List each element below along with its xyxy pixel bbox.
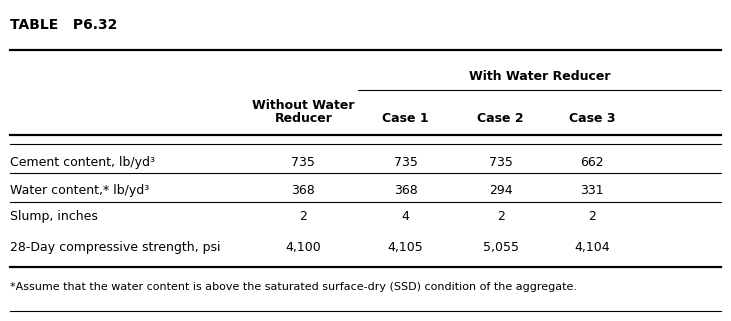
Text: 4: 4	[402, 210, 409, 223]
Text: 2: 2	[588, 210, 596, 223]
Text: Water content,* lb/yd³: Water content,* lb/yd³	[10, 185, 148, 197]
Text: 5,055: 5,055	[482, 241, 519, 254]
Text: 331: 331	[580, 185, 604, 197]
Text: Slump, inches: Slump, inches	[10, 210, 97, 223]
Text: 2: 2	[497, 210, 504, 223]
Text: Case 3: Case 3	[569, 112, 616, 125]
Text: 28-Day compressive strength, psi: 28-Day compressive strength, psi	[10, 241, 220, 254]
Text: Reducer: Reducer	[274, 112, 333, 125]
Text: 662: 662	[580, 156, 604, 169]
Text: 735: 735	[489, 156, 512, 169]
Text: 4,104: 4,104	[575, 241, 610, 254]
Text: With Water Reducer: With Water Reducer	[469, 70, 610, 83]
Text: 368: 368	[394, 185, 417, 197]
Text: Case 1: Case 1	[382, 112, 429, 125]
Text: Case 2: Case 2	[477, 112, 524, 125]
Text: 4,100: 4,100	[286, 241, 321, 254]
Text: 294: 294	[489, 185, 512, 197]
Text: 2: 2	[300, 210, 307, 223]
Text: 4,105: 4,105	[388, 241, 423, 254]
Text: 368: 368	[292, 185, 315, 197]
Text: Without Water: Without Water	[252, 99, 355, 112]
Text: Cement content, lb/yd³: Cement content, lb/yd³	[10, 156, 154, 169]
Text: TABLE   P6.32: TABLE P6.32	[10, 18, 117, 32]
Text: *Assume that the water content is above the saturated surface-dry (SSD) conditio: *Assume that the water content is above …	[10, 282, 577, 292]
Text: 735: 735	[394, 156, 417, 169]
Text: 735: 735	[292, 156, 315, 169]
